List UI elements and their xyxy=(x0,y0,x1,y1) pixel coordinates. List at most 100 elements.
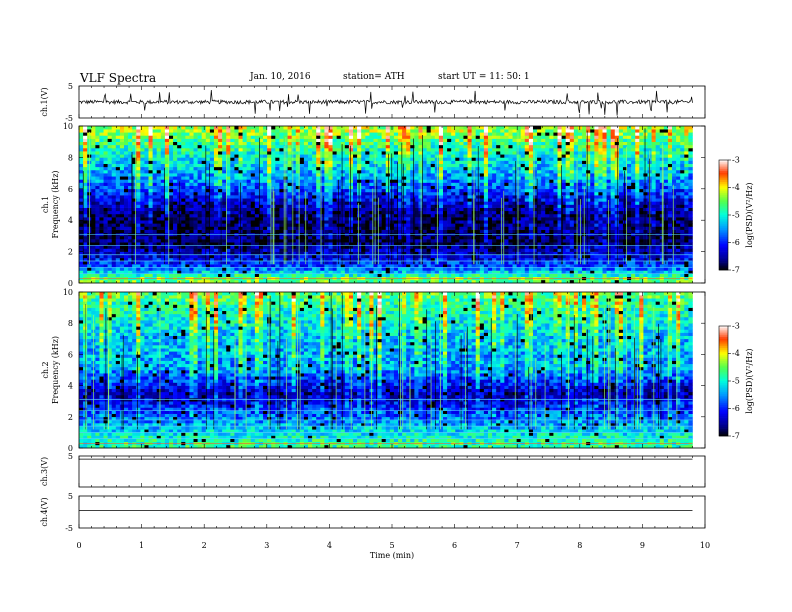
psd-cell xyxy=(267,270,272,274)
psd-cell xyxy=(173,173,178,177)
psd-cell xyxy=(369,217,374,221)
psd-cell xyxy=(258,160,264,164)
psd-cell xyxy=(393,207,399,212)
psd-cell xyxy=(79,248,84,252)
psd-cell xyxy=(258,226,264,230)
psd-cell xyxy=(303,166,309,171)
psd-cell xyxy=(156,207,162,212)
psd-cell xyxy=(324,198,329,202)
psd-cell xyxy=(87,267,92,271)
psd-cell xyxy=(254,239,260,243)
psd-cell xyxy=(193,157,198,161)
psd-cell xyxy=(426,129,432,133)
psd-cell xyxy=(209,239,215,243)
psd-cell xyxy=(332,273,337,278)
psd-cell xyxy=(328,239,333,243)
psd-cell xyxy=(320,160,325,164)
psd-cell xyxy=(185,254,190,259)
psd-cell xyxy=(218,160,223,164)
psd-cell xyxy=(340,173,346,177)
psd-cell xyxy=(91,270,96,274)
psd-cell xyxy=(418,279,423,284)
psd-cell xyxy=(377,129,382,133)
psd-cell xyxy=(123,273,129,278)
psd-cell xyxy=(369,270,374,274)
psd-cell xyxy=(79,207,84,212)
psd-cell xyxy=(83,242,88,246)
psd-cell xyxy=(455,151,460,155)
psd-cell xyxy=(291,245,297,249)
psd-cell xyxy=(279,235,284,240)
psd-cell xyxy=(393,182,399,186)
psd-cell xyxy=(234,261,239,265)
psd-cell xyxy=(164,245,170,249)
psd-cell xyxy=(234,160,239,164)
psd-cell xyxy=(193,223,198,227)
psd-cell xyxy=(299,126,305,130)
psd-cell xyxy=(398,213,403,218)
psd-cell xyxy=(152,135,158,139)
psd-cell xyxy=(414,132,419,136)
psd-cell xyxy=(312,239,317,243)
psd-cell xyxy=(451,126,456,130)
psd-cell xyxy=(267,254,272,259)
psd-cell xyxy=(193,179,198,183)
psd-cell xyxy=(353,254,358,259)
psd-cell xyxy=(308,185,313,190)
psd-cell xyxy=(246,188,252,193)
psd-cell xyxy=(344,135,350,139)
psd-cell xyxy=(414,235,419,240)
psd-cell xyxy=(258,185,264,190)
psd-cell xyxy=(87,126,92,130)
psd-cell xyxy=(471,270,477,274)
psd-cell xyxy=(132,144,137,149)
psd-cell xyxy=(361,267,366,271)
psd-cell xyxy=(332,198,337,202)
psd-cell xyxy=(246,242,252,246)
psd-cell xyxy=(271,173,276,177)
psd-cell xyxy=(99,270,104,274)
psd-cell xyxy=(201,223,207,227)
psd-cell xyxy=(99,198,104,202)
psd-cell xyxy=(422,135,427,139)
psd-cell xyxy=(250,151,256,155)
psd-cell xyxy=(324,160,329,164)
psd-cell xyxy=(455,185,460,190)
psd-cell xyxy=(103,204,108,208)
psd-cell xyxy=(377,173,382,177)
psd-cell xyxy=(373,210,378,215)
psd-cell xyxy=(406,138,411,142)
psd-cell xyxy=(279,179,284,183)
psd-cell xyxy=(242,173,247,177)
psd-cell xyxy=(213,204,219,208)
psd-cell xyxy=(205,147,211,152)
psd-cell xyxy=(201,191,207,196)
psd-cell xyxy=(242,163,247,168)
psd-cell xyxy=(242,132,247,136)
psd-cell xyxy=(119,173,125,177)
psd-cell xyxy=(369,176,374,180)
psd-cell xyxy=(246,154,252,158)
psd-cell xyxy=(213,132,219,136)
psd-cell xyxy=(369,248,374,252)
psd-cell xyxy=(381,126,387,130)
psd-cell xyxy=(168,217,174,221)
psd-cell xyxy=(455,176,460,180)
psd-cell xyxy=(83,267,88,271)
psd-cell xyxy=(369,179,374,183)
psd-cell xyxy=(222,160,227,164)
psd-cell xyxy=(353,210,358,215)
psd-cell xyxy=(119,163,125,168)
psd-cell xyxy=(173,154,178,158)
psd-cell xyxy=(132,195,137,199)
psd-cell xyxy=(406,261,411,265)
psd-cell xyxy=(385,147,391,152)
psd-cell xyxy=(83,169,88,174)
psd-cell xyxy=(443,220,448,224)
psd-cell xyxy=(324,173,329,177)
psd-cell xyxy=(164,248,170,252)
psd-cell xyxy=(279,245,284,249)
psd-cell xyxy=(463,235,468,240)
psd-cell xyxy=(381,188,387,193)
psd-cell xyxy=(430,135,436,139)
